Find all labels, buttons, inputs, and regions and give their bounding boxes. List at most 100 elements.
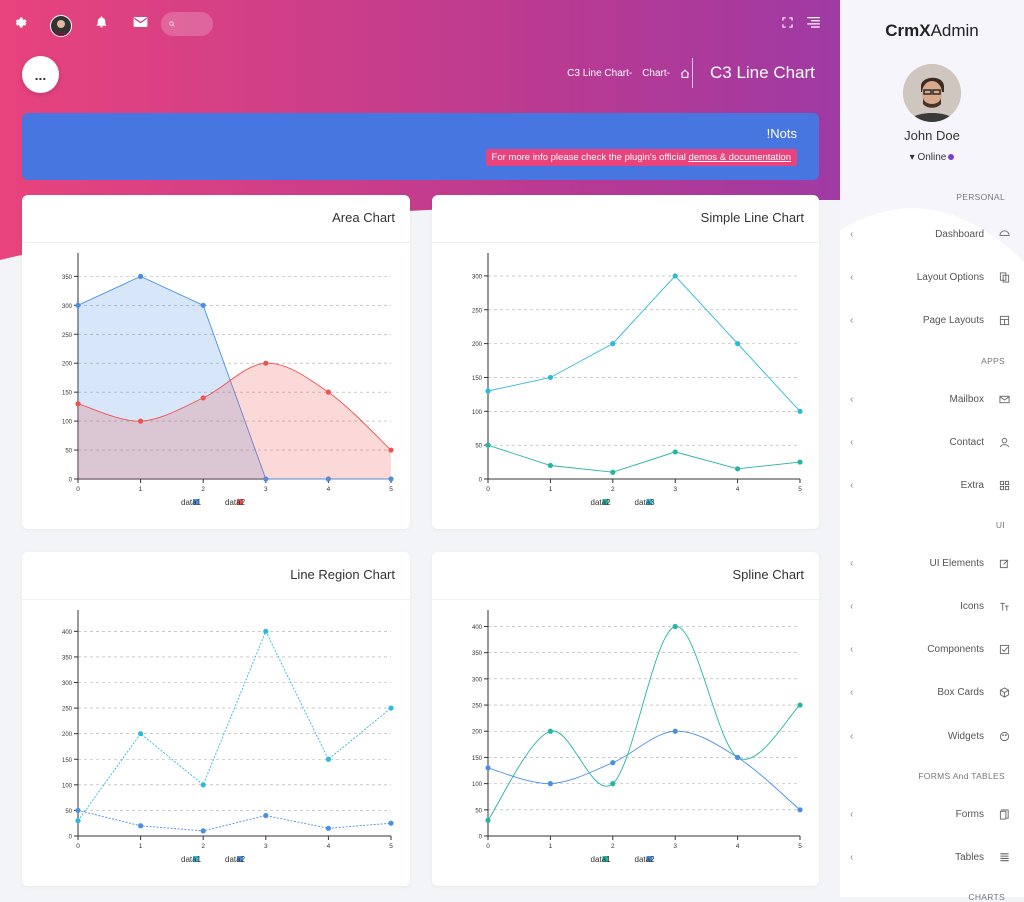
- legend-label: data1: [181, 498, 202, 507]
- mail-icon[interactable]: [132, 14, 148, 30]
- x-tick-label: 0: [486, 843, 490, 850]
- x-tick-label: 1: [139, 486, 143, 493]
- data-point: [485, 817, 491, 823]
- chevron-left-icon: ‹: [850, 394, 854, 405]
- y-tick-label: 100: [62, 783, 73, 789]
- sidebar-curve: [840, 0, 1024, 262]
- sidebar-item-mailbox[interactable]: ‹ Mailbox: [840, 391, 1024, 411]
- chart-card-spline: Spline Chart 0 50 100 150 200 250 300 350 400 0 1 2…: [432, 552, 819, 886]
- x-tick-label: 1: [549, 843, 553, 850]
- data-point: [138, 273, 144, 279]
- legend-item: data1: [181, 855, 202, 864]
- chart-card-area: Area Chart 0 50 100 150 200 250 300 350 0 1 2 3 4 5 da…: [22, 195, 410, 529]
- sidebar-item-dashboard[interactable]: ‹ Dashboard: [840, 226, 1024, 246]
- x-tick-label: 4: [736, 486, 740, 493]
- sidebar-item-label: Page Layouts: [922, 315, 984, 326]
- chevron-left-icon: ‹: [850, 480, 854, 491]
- data-point: [325, 389, 331, 395]
- sidebar-item-forms[interactable]: ‹ Forms: [840, 806, 1024, 826]
- x-tick-label: 5: [389, 486, 393, 493]
- x-tick-label: 4: [327, 843, 331, 850]
- sidebar-item-extra[interactable]: ‹ Extra: [840, 477, 1024, 497]
- more-button[interactable]: ...: [22, 56, 59, 93]
- y-tick-label: 350: [62, 275, 73, 281]
- card-title: Area Chart: [332, 210, 395, 225]
- sidebar-item-ui-elements[interactable]: ‹ UI Elements: [840, 555, 1024, 575]
- user-avatar-small[interactable]: [50, 15, 72, 37]
- breadcrumb-item[interactable]: C3 Line Chart-: [567, 68, 633, 79]
- data-point: [547, 462, 553, 469]
- sidebar-item-layout-options[interactable]: ‹ Layout Options: [840, 269, 1024, 289]
- sidebar-item-label: Mailbox: [949, 394, 984, 405]
- x-tick-label: 0: [486, 486, 490, 493]
- data-point: [138, 418, 144, 424]
- sidebar-item-widgets[interactable]: ‹ Widgets: [840, 728, 1024, 748]
- docs-link[interactable]: demos & documentation: [688, 152, 791, 163]
- legend-swatch: [193, 499, 199, 505]
- sidebar-item-label: Extra: [960, 480, 984, 491]
- fullscreen-icon[interactable]: [779, 14, 795, 30]
- sidebar-item-box-cards[interactable]: ‹ Box Cards: [840, 684, 1024, 704]
- sidebar-item-icons[interactable]: ‹ Icons: [840, 598, 1024, 618]
- data-point: [75, 401, 81, 407]
- card-header: Spline Chart: [432, 552, 819, 600]
- sidebar-item-tables[interactable]: ‹ Tables: [840, 849, 1024, 869]
- data-point: [735, 466, 741, 472]
- search-input[interactable]: [179, 17, 213, 31]
- y-tick-label: 50: [65, 449, 72, 455]
- series-line: [77, 809, 392, 832]
- data-point: [610, 781, 616, 787]
- dashboard-icon: [998, 228, 1010, 240]
- chevron-left-icon: ‹: [850, 644, 854, 655]
- notice-title: !Nots: [766, 126, 797, 141]
- legend-label: data1: [591, 855, 612, 864]
- gear-icon[interactable]: [13, 14, 29, 30]
- card-title: Simple Line Chart: [700, 210, 804, 225]
- data-point: [485, 442, 491, 448]
- grid-lines: [488, 275, 800, 480]
- brand-logo[interactable]: CrmXAdmin: [840, 21, 1024, 41]
- data-point: [672, 273, 678, 279]
- y-tick-label: 0: [479, 478, 483, 484]
- data-point: [672, 449, 678, 455]
- sidebar-section-heading: FORMS And TABLES: [918, 771, 1005, 781]
- sidebar-item-contact[interactable]: ‹ Contact: [840, 434, 1024, 454]
- user-status[interactable]: ▾ Online: [840, 152, 1024, 163]
- card-header: Area Chart: [22, 195, 410, 243]
- extra-icon: [998, 479, 1010, 491]
- components-icon: [998, 643, 1010, 655]
- icons-icon: [998, 600, 1010, 612]
- data-point: [735, 754, 741, 761]
- legend-swatch: [602, 856, 609, 862]
- y-tick-label: 100: [472, 782, 483, 788]
- data-point: [610, 469, 616, 475]
- sidebar-item-page-layouts[interactable]: ‹ Page Layouts: [840, 312, 1024, 332]
- data-point: [610, 341, 616, 347]
- x-tick-label: 1: [139, 843, 143, 850]
- y-tick-label: 350: [472, 651, 483, 657]
- brand-bold: CrmX: [885, 21, 931, 40]
- brand-rest: Admin: [930, 21, 979, 40]
- sidebar-item-label: Tables: [955, 852, 984, 863]
- user-avatar[interactable]: [903, 64, 961, 122]
- chevron-left-icon: ‹: [850, 601, 854, 612]
- legend-item: data2: [225, 498, 246, 507]
- data-point: [388, 447, 394, 453]
- forms-icon: [998, 808, 1010, 820]
- sidebar-item-components[interactable]: ‹ Components: [840, 641, 1024, 661]
- data-point: [672, 728, 678, 734]
- search-box[interactable]: [161, 12, 213, 36]
- x-tick-label: 1: [549, 486, 553, 493]
- user-status-text: Online: [917, 152, 947, 163]
- menu-toggle-icon[interactable]: [805, 14, 821, 30]
- y-tick-label: 250: [472, 308, 483, 314]
- data-point: [547, 781, 553, 787]
- home-icon[interactable]: [680, 69, 690, 79]
- legend-label: data2: [225, 855, 246, 864]
- legend-item: data2: [635, 855, 656, 864]
- bell-icon[interactable]: [93, 14, 109, 30]
- x-tick-label: 5: [798, 486, 802, 493]
- breadcrumb-item[interactable]: Chart-: [642, 68, 670, 79]
- contact-icon: [998, 436, 1010, 448]
- breadcrumb: C3 Line Chart- Chart-: [567, 68, 690, 79]
